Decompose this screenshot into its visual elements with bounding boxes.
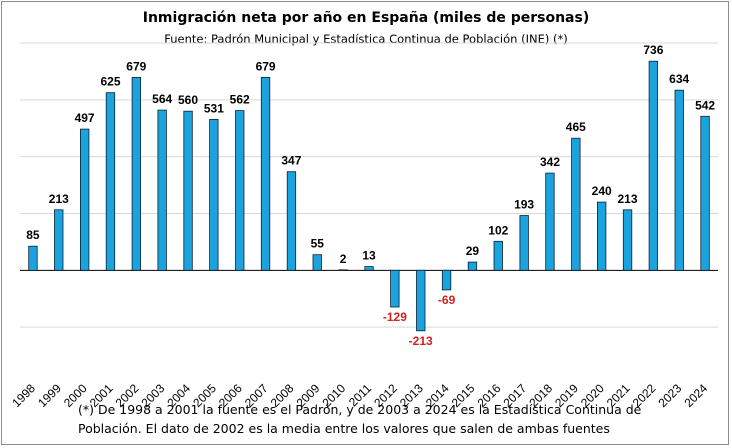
bar-2006: [235, 110, 245, 271]
x-tick-2024: 2024: [681, 381, 710, 410]
value-label-2013: -213: [409, 334, 433, 348]
bars: [28, 60, 710, 332]
bar-2014: [441, 269, 452, 291]
footnote: (*) De 1998 a 2001 la fuente es el Padró…: [78, 400, 678, 438]
value-label-1998: 85: [26, 228, 40, 242]
value-label-2009: 55: [311, 237, 325, 251]
x-tick-1998: 1998: [9, 381, 38, 410]
bar-2012: [390, 269, 400, 308]
x-tick-1999: 1999: [35, 381, 64, 410]
value-label-1999: 213: [49, 192, 69, 206]
value-label-2018: 342: [540, 155, 560, 169]
value-label-2004: 560: [178, 93, 198, 107]
bar-2003: [157, 109, 167, 271]
value-label-2015: 29: [466, 244, 480, 258]
bar-2016: [493, 240, 503, 271]
bar-2011: [364, 266, 374, 271]
footnote-line-1: (*) De 1998 a 2001 la fuente es el Padró…: [78, 402, 642, 417]
value-label-2017: 193: [514, 198, 534, 212]
bar-2017: [519, 215, 529, 271]
bar-2000: [80, 128, 90, 271]
bar-2018: [545, 172, 555, 271]
bar-1998: [28, 245, 38, 271]
value-label-2023: 634: [669, 72, 689, 86]
value-label-2014: -69: [438, 293, 456, 307]
gridlines: [20, 42, 718, 328]
chart-title: Inmigración neta por año en España (mile…: [142, 10, 590, 26]
value-label-2000: 497: [75, 111, 95, 125]
value-label-2022: 736: [643, 43, 663, 57]
value-label-2003: 564: [152, 92, 172, 106]
bar-2007: [260, 77, 271, 271]
value-label-2010: 2: [340, 252, 347, 266]
value-label-2006: 562: [230, 93, 250, 107]
bar-2004: [183, 110, 193, 271]
bar-2022: [648, 60, 658, 271]
value-label-2021: 213: [617, 192, 637, 206]
value-label-2005: 531: [204, 101, 224, 115]
bar-2008: [286, 171, 297, 271]
bar-2009: [312, 254, 322, 271]
value-label-2012: -129: [383, 310, 407, 324]
bar-1999: [54, 209, 64, 271]
bar-2023: [674, 89, 684, 271]
bar-2002: [131, 77, 142, 271]
value-label-2001: 625: [100, 75, 120, 89]
value-label-2002: 679: [126, 59, 146, 73]
bar-2019: [571, 137, 581, 271]
bar-2013: [416, 269, 426, 332]
value-label-2011: 13: [362, 249, 376, 263]
value-label-2008: 347: [281, 154, 301, 168]
bar-2005: [209, 119, 219, 271]
bar-2021: [622, 209, 633, 271]
value-label-2020: 240: [592, 184, 612, 198]
bar-2001: [105, 92, 116, 271]
bar-2024: [700, 115, 710, 271]
footnote-line-2: Población. El dato de 2002 es la media e…: [78, 421, 610, 436]
value-label-2007: 679: [256, 59, 276, 73]
bar-2015: [467, 261, 478, 271]
bar-2020: [597, 201, 607, 271]
value-label-2019: 465: [566, 120, 586, 134]
x-tick-labels: 1998199920002001200220032004200520062007…: [9, 381, 710, 410]
value-label-2016: 102: [488, 223, 508, 237]
bar-2010: [338, 269, 348, 271]
value-label-2024: 542: [695, 98, 715, 112]
